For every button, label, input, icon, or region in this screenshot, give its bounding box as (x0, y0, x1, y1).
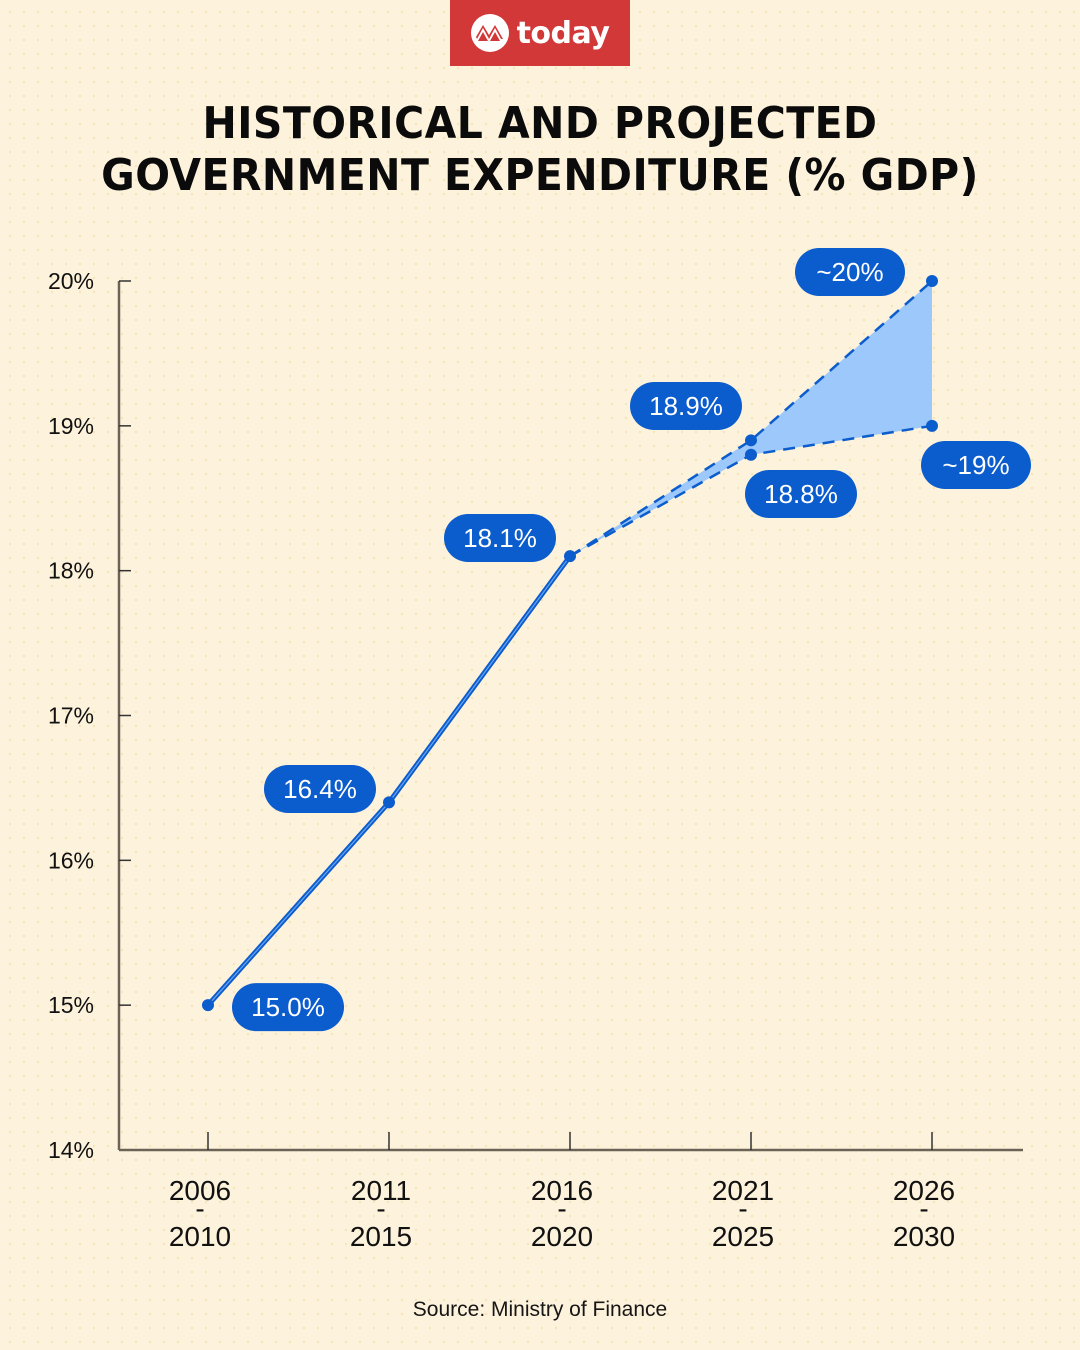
data-point (745, 434, 757, 447)
series-line-projected-upper (569, 280, 933, 558)
x-tick-label-end: 2010 (169, 1221, 231, 1252)
brand-name: today (516, 15, 610, 51)
mediacorp-wave-icon (470, 14, 509, 52)
y-tick-label: 15% (48, 992, 94, 1018)
x-tick-label-end: 2030 (893, 1221, 955, 1252)
data-point (564, 550, 576, 563)
x-tick-label-start: 2006 (169, 1175, 231, 1206)
data-label-pill (921, 441, 1031, 489)
series-line-historical (205, 553, 573, 1008)
data-point (926, 275, 938, 287)
chart-title-line-2: GOVERNMENT EXPENDITURE (% GDP) (101, 150, 979, 201)
y-tick-label: 17% (48, 703, 94, 729)
source-note: Source: Ministry of Finance (412, 1298, 668, 1321)
brand-logo: today (450, 0, 630, 66)
y-tick-label: 20% (48, 268, 94, 294)
x-tick-label-start: 2021 (712, 1175, 774, 1206)
y-tick-label: 19% (48, 413, 94, 439)
x-tick-label-end: 2025 (712, 1221, 774, 1252)
data-label-pill (232, 983, 344, 1032)
data-label: 18.8% (764, 479, 838, 509)
x-tick-label-end: 2015 (350, 1221, 412, 1252)
x-tick-label-end: 2020 (531, 1221, 593, 1252)
data-point (383, 796, 395, 809)
data-label: 18.9% (649, 391, 723, 421)
chart-title: HISTORICAL AND PROJECTED GOVERNMENT EXPE… (38, 98, 1042, 202)
data-label-pill (795, 248, 905, 296)
data-label: ~20% (816, 257, 883, 287)
x-tick-label-dash: - (557, 1193, 566, 1224)
data-point (202, 999, 214, 1012)
x-tick-label-dash: - (195, 1193, 204, 1224)
x-tick-label-start: 2026 (893, 1175, 955, 1206)
data-label-pill (444, 514, 556, 562)
data-label: 15.0% (251, 992, 325, 1022)
y-tick-label: 16% (48, 847, 94, 873)
data-label: 16.4% (283, 774, 357, 804)
data-label-pill (745, 470, 857, 518)
data-point (745, 448, 757, 461)
x-tick-label-dash: - (919, 1193, 928, 1224)
projection-range-band (570, 281, 932, 557)
data-label: ~19% (942, 450, 1009, 480)
data-label-pill (264, 765, 376, 813)
x-tick-label-dash: - (376, 1193, 385, 1224)
y-tick-label: 18% (48, 558, 94, 584)
x-tick-label-start: 2011 (351, 1175, 411, 1206)
data-point (926, 419, 938, 432)
data-label: 18.1% (463, 523, 537, 553)
y-tick-label: 14% (48, 1137, 94, 1163)
x-tick-label-dash: - (738, 1193, 747, 1224)
data-label-pill (630, 382, 742, 430)
series-line-highlight-historical (207, 555, 571, 1006)
x-tick-label-start: 2016 (531, 1175, 593, 1206)
chart-title-line-1: HISTORICAL AND PROJECTED (202, 98, 878, 149)
